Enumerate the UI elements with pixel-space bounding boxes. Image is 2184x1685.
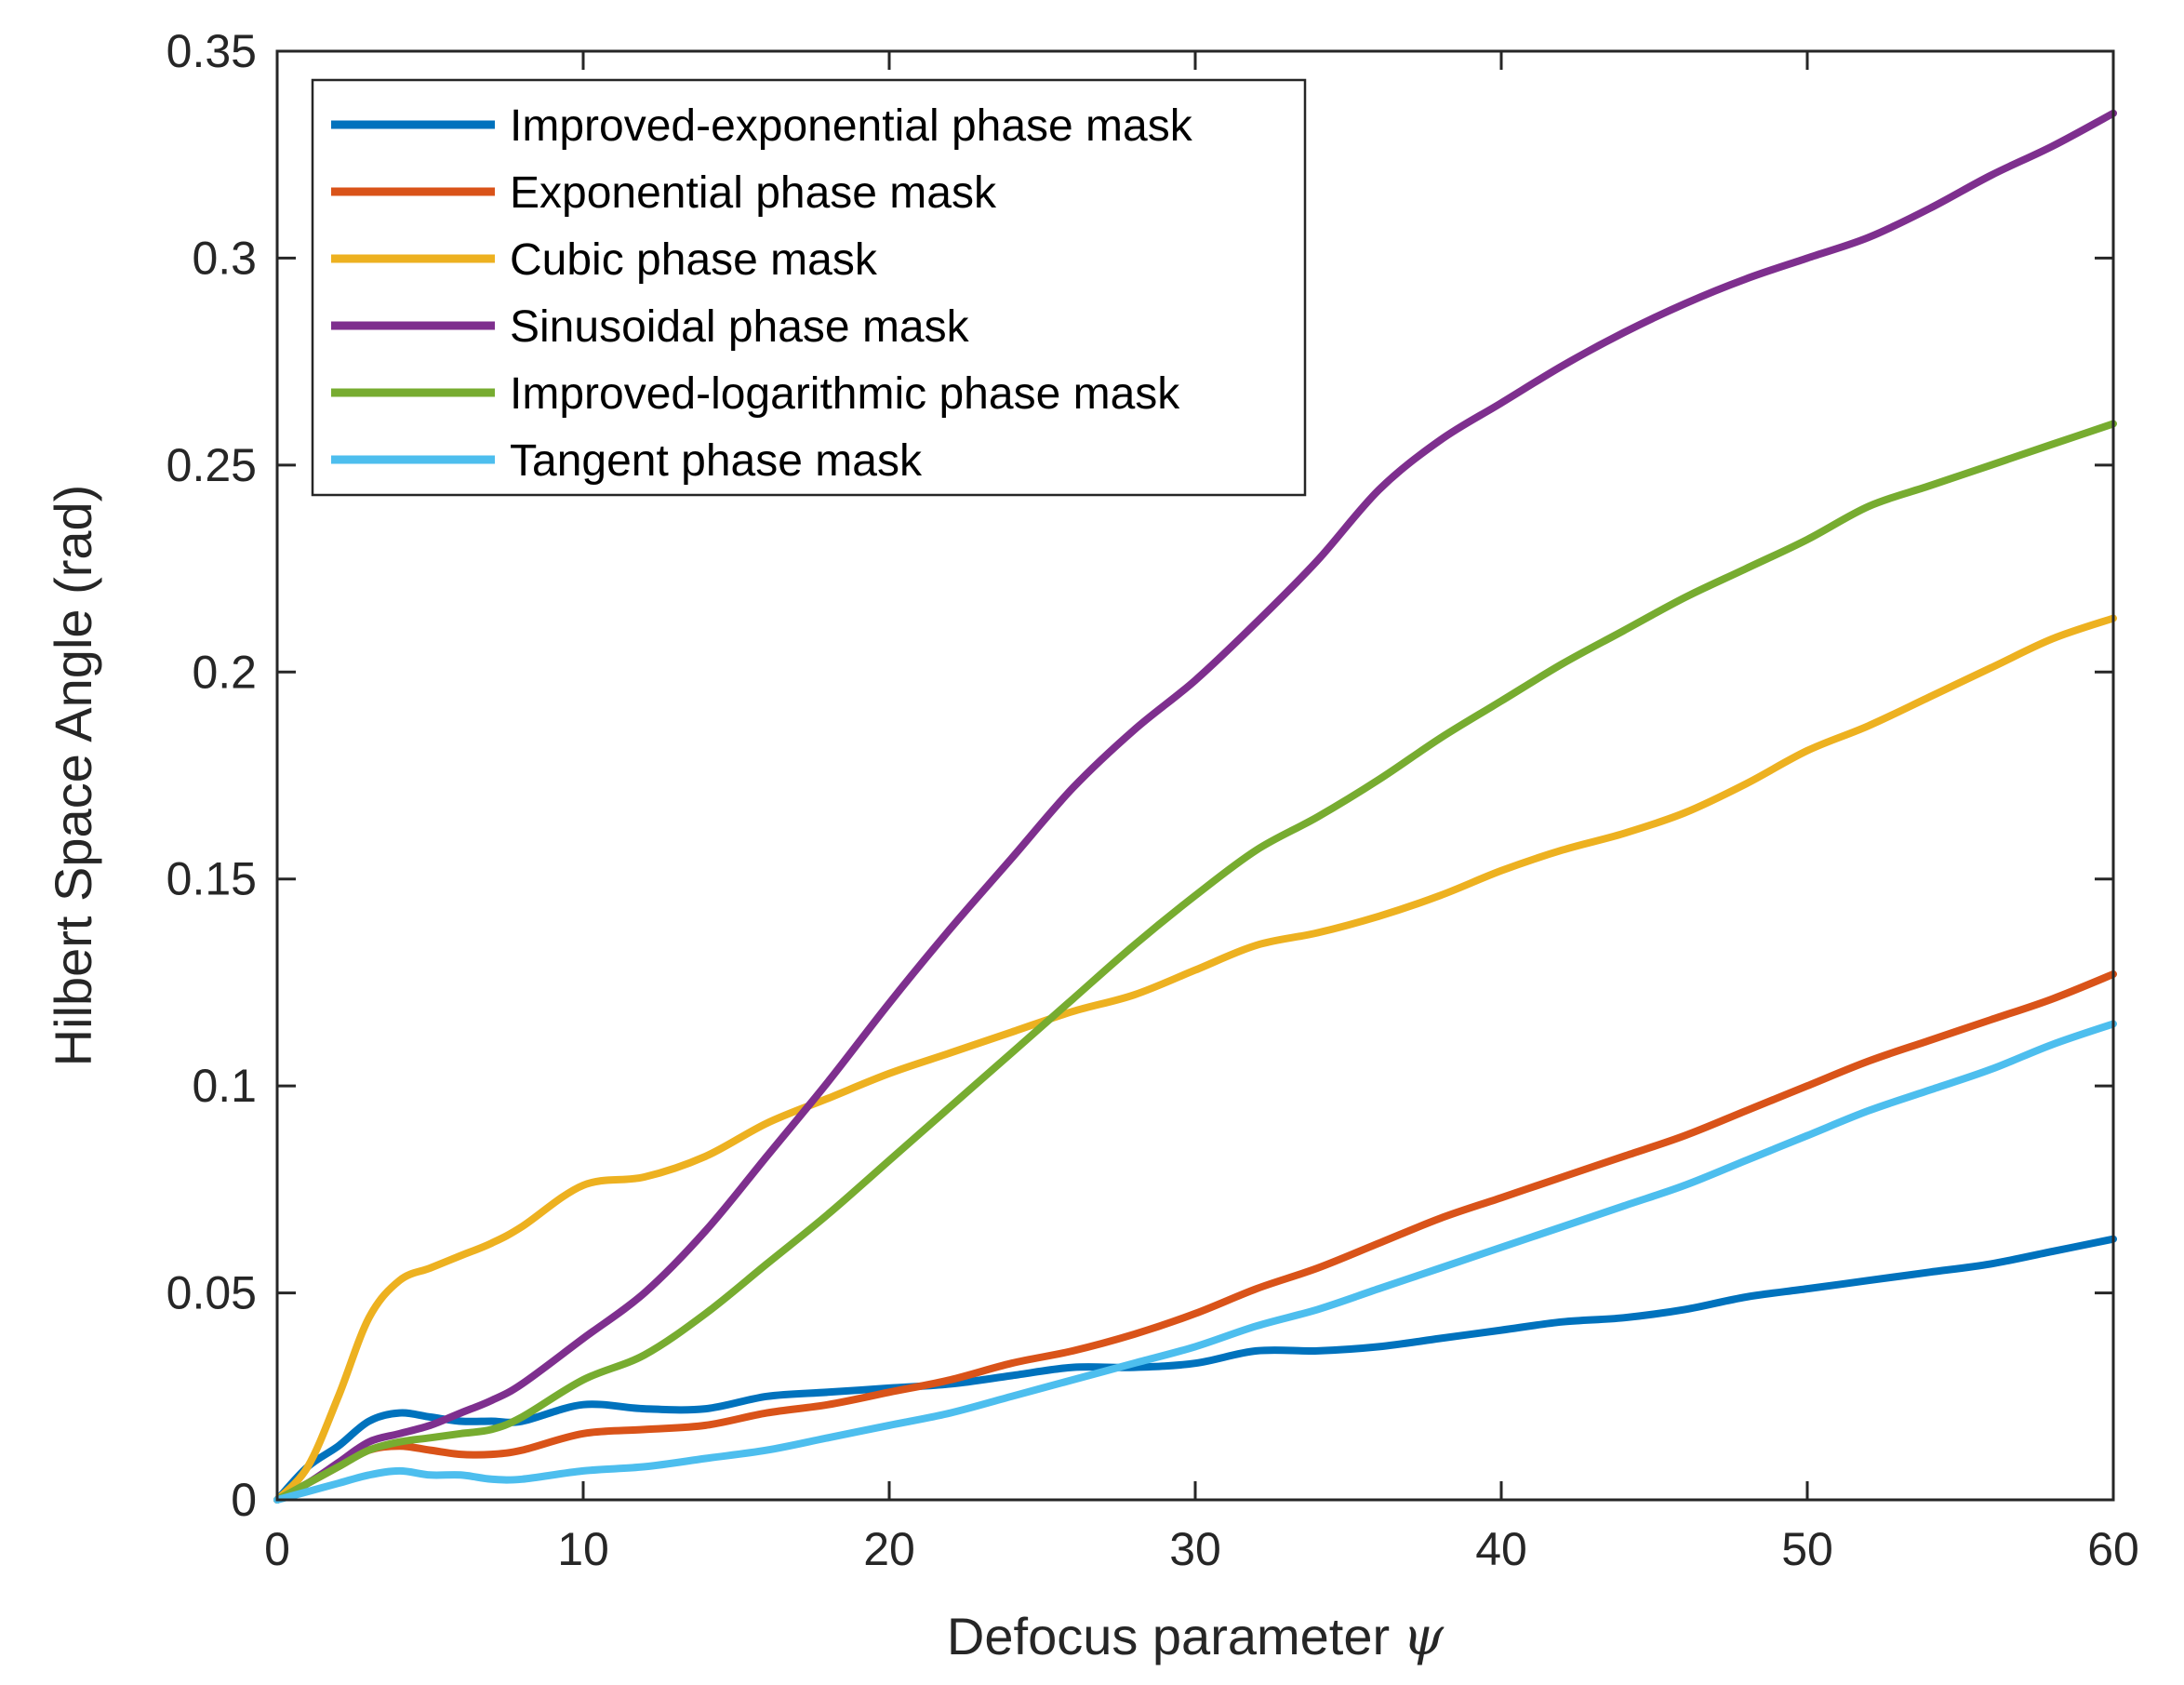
legend-label: Tangent phase mask bbox=[510, 436, 923, 486]
y-tick-label: 0.35 bbox=[166, 25, 257, 77]
y-tick-label: 0.05 bbox=[166, 1267, 257, 1319]
series-line-1 bbox=[273, 1235, 2117, 1504]
legend-label: Improved-exponential phase mask bbox=[510, 101, 1193, 151]
legend: Improved-exponential phase mask Exponenti… bbox=[311, 78, 1307, 497]
series-line-6 bbox=[273, 1020, 2117, 1504]
y-axis-label: Hilbert Space Angle (rad) bbox=[44, 485, 102, 1067]
legend-label: Sinusoidal phase mask bbox=[510, 302, 970, 352]
x-axis-label-symbol: ψ bbox=[1403, 1607, 1445, 1667]
series-line-2 bbox=[273, 970, 2117, 1504]
legend-label: Cubic phase mask bbox=[510, 235, 878, 285]
series-line-3 bbox=[273, 614, 2117, 1504]
x-tick-label: 50 bbox=[1781, 1523, 1833, 1575]
legend-box bbox=[311, 78, 1307, 497]
series-line-5 bbox=[273, 420, 2117, 1504]
ticks-layer bbox=[275, 49, 2115, 1502]
legend-entry: Exponential phase mask bbox=[331, 168, 997, 218]
legend-entry: Tangent phase mask bbox=[331, 436, 923, 486]
y-tick-label: 0.1 bbox=[192, 1060, 257, 1112]
series-line-4 bbox=[273, 109, 2117, 1504]
x-tick-label: 30 bbox=[1169, 1523, 1221, 1575]
x-tick-label: 10 bbox=[557, 1523, 609, 1575]
y-tick-label: 0.15 bbox=[166, 853, 257, 905]
x-axis-label-text: Defocus parameter bbox=[947, 1607, 1390, 1665]
y-tick-label: 0.2 bbox=[192, 646, 257, 698]
x-tick-label: 0 bbox=[264, 1523, 290, 1575]
y-tick-label: 0.3 bbox=[192, 232, 257, 284]
x-tick-label: 60 bbox=[2087, 1523, 2139, 1575]
legend-entry: Improved-logarithmic phase mask bbox=[331, 369, 1180, 419]
x-tick-label: 40 bbox=[1475, 1523, 1527, 1575]
y-tick-label: 0 bbox=[231, 1474, 257, 1526]
series-layer bbox=[273, 109, 2117, 1504]
legend-label: Improved-logarithmic phase mask bbox=[510, 369, 1180, 419]
legend-entry: Improved-exponential phase mask bbox=[331, 101, 1193, 151]
y-tick-label: 0.25 bbox=[166, 439, 257, 491]
x-tick-label: 20 bbox=[863, 1523, 915, 1575]
legend-label: Exponential phase mask bbox=[510, 168, 997, 218]
legend-entry: Sinusoidal phase mask bbox=[331, 302, 970, 352]
legend-entry: Cubic phase mask bbox=[331, 235, 878, 285]
x-axis-label: Defocus parameter ψ bbox=[947, 1607, 1445, 1667]
legend-entries: Improved-exponential phase mask Exponenti… bbox=[331, 101, 1193, 486]
tick-labels-layer: 0 10 20 30 40 50 60 0 0.05 0.1 0.15 0.2 0.25 0.3 0.35 bbox=[166, 25, 2139, 1575]
